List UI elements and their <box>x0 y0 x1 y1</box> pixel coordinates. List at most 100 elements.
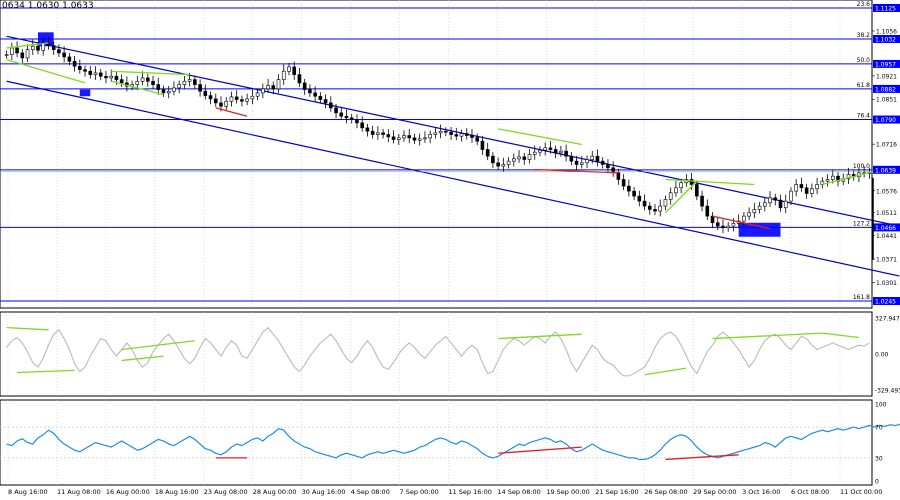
price-label-text: 1.0245 <box>875 299 896 306</box>
price-divergence-line <box>665 178 755 186</box>
candle-body <box>559 150 563 154</box>
candle-body <box>574 160 579 165</box>
price-label-box <box>873 34 900 43</box>
cci-axis-label: 0.00 <box>875 351 889 358</box>
candle-body <box>444 130 448 133</box>
price-label-text: 1.0466 <box>875 225 896 232</box>
cci-divergence-line <box>644 367 687 376</box>
candle-body <box>41 43 46 51</box>
candle-body <box>177 84 181 89</box>
candle-body <box>161 89 166 94</box>
fib-level-label: 161.8 <box>853 294 870 301</box>
candle-body <box>742 215 746 222</box>
candle-body <box>240 99 244 102</box>
x-axis-label: 16 Aug 00:00 <box>106 488 150 496</box>
candle-body <box>815 184 819 190</box>
x-axis-label: 19 Sep 00:00 <box>546 488 589 496</box>
candle-body <box>119 79 124 84</box>
channel-lower-line <box>6 80 900 277</box>
candle-body <box>381 132 385 135</box>
candle-body <box>407 135 412 139</box>
rsi-axis-label: 30 <box>875 455 883 462</box>
fib-level-label: 127.2 <box>853 220 870 227</box>
candle-body <box>208 95 213 100</box>
cci-divergence-line <box>17 369 75 374</box>
candle-body <box>229 96 234 102</box>
candle-body <box>846 174 851 180</box>
candle-body <box>438 130 443 134</box>
cci-axis-label: 327.9475 <box>875 316 900 323</box>
candle-body <box>114 75 119 80</box>
candle-body <box>825 179 830 182</box>
fib-level-label: 100.0 <box>853 163 870 170</box>
candle-body <box>20 52 25 59</box>
candle-body <box>308 89 312 94</box>
fib-level-label: 50.0 <box>857 57 871 64</box>
candle-body <box>768 197 772 204</box>
candle-body <box>318 95 323 100</box>
candle-body <box>67 56 72 62</box>
price-divergence-line <box>534 168 619 174</box>
price-axis-label: 1.0716 <box>876 142 897 149</box>
candle-body <box>679 182 683 189</box>
price-label-box <box>873 165 900 174</box>
price-axis-label: 1.0576 <box>876 188 897 195</box>
fib-level-label: 38.2 <box>857 32 871 39</box>
candle-body <box>224 100 229 107</box>
candle-body <box>376 132 380 135</box>
candle-body <box>590 155 595 160</box>
x-axis-label: 23 Aug 08:00 <box>204 488 248 496</box>
channel-upper-line <box>6 35 900 227</box>
candle-body <box>485 149 490 157</box>
candle-body <box>810 188 814 194</box>
candle-body <box>57 49 61 54</box>
candle-body <box>752 209 757 214</box>
candle-body <box>339 112 344 117</box>
price-axis-label: 1.0301 <box>876 280 897 287</box>
cci-line <box>6 326 870 377</box>
candle-body <box>135 80 140 85</box>
candle-body <box>512 158 516 162</box>
candle-body <box>700 195 704 207</box>
fib-level-label: 61.8 <box>857 82 871 89</box>
rsi-divergence-line <box>498 446 582 454</box>
candle-body <box>449 131 453 135</box>
cci-divergence-line <box>121 355 164 362</box>
price-divergence-line <box>111 80 164 96</box>
price-divergence-line <box>498 128 582 146</box>
candle-body <box>292 66 297 75</box>
price-axis-label: 1.0851 <box>876 97 897 104</box>
cci-divergence-line <box>498 333 582 340</box>
cci-divergence-line <box>822 332 860 339</box>
candle-body <box>182 80 187 85</box>
candle-body <box>276 79 281 90</box>
price-panel-frame <box>0 0 873 309</box>
candle-body <box>36 45 40 51</box>
price-label-box <box>873 4 900 12</box>
candle-body <box>763 202 767 207</box>
candle-body <box>344 115 349 119</box>
candle-body <box>302 82 307 90</box>
candle-body <box>454 134 459 137</box>
candle-body <box>464 133 469 136</box>
candle-body <box>804 187 809 194</box>
candle-body <box>658 205 663 212</box>
candle-body <box>78 65 82 70</box>
candle-body <box>245 98 249 102</box>
price-label-box <box>873 84 900 93</box>
cci-axis-label: -329.4930 <box>875 388 900 395</box>
rsi-axis-label: 70 <box>875 425 883 432</box>
price-label-text: 1.1032 <box>875 36 896 43</box>
candle-body <box>553 149 558 154</box>
highlight-box <box>79 89 91 97</box>
candle-body <box>4 54 9 56</box>
price-label-text: 1.0882 <box>875 86 896 93</box>
price-axis-label: 1.0921 <box>876 73 897 80</box>
x-axis-label: 4 Sep 08:00 <box>351 488 390 496</box>
candle-body <box>747 212 751 217</box>
candle-body <box>501 164 506 167</box>
candle-body <box>281 70 286 80</box>
candle-body <box>198 84 202 92</box>
price-label-box <box>873 223 900 232</box>
